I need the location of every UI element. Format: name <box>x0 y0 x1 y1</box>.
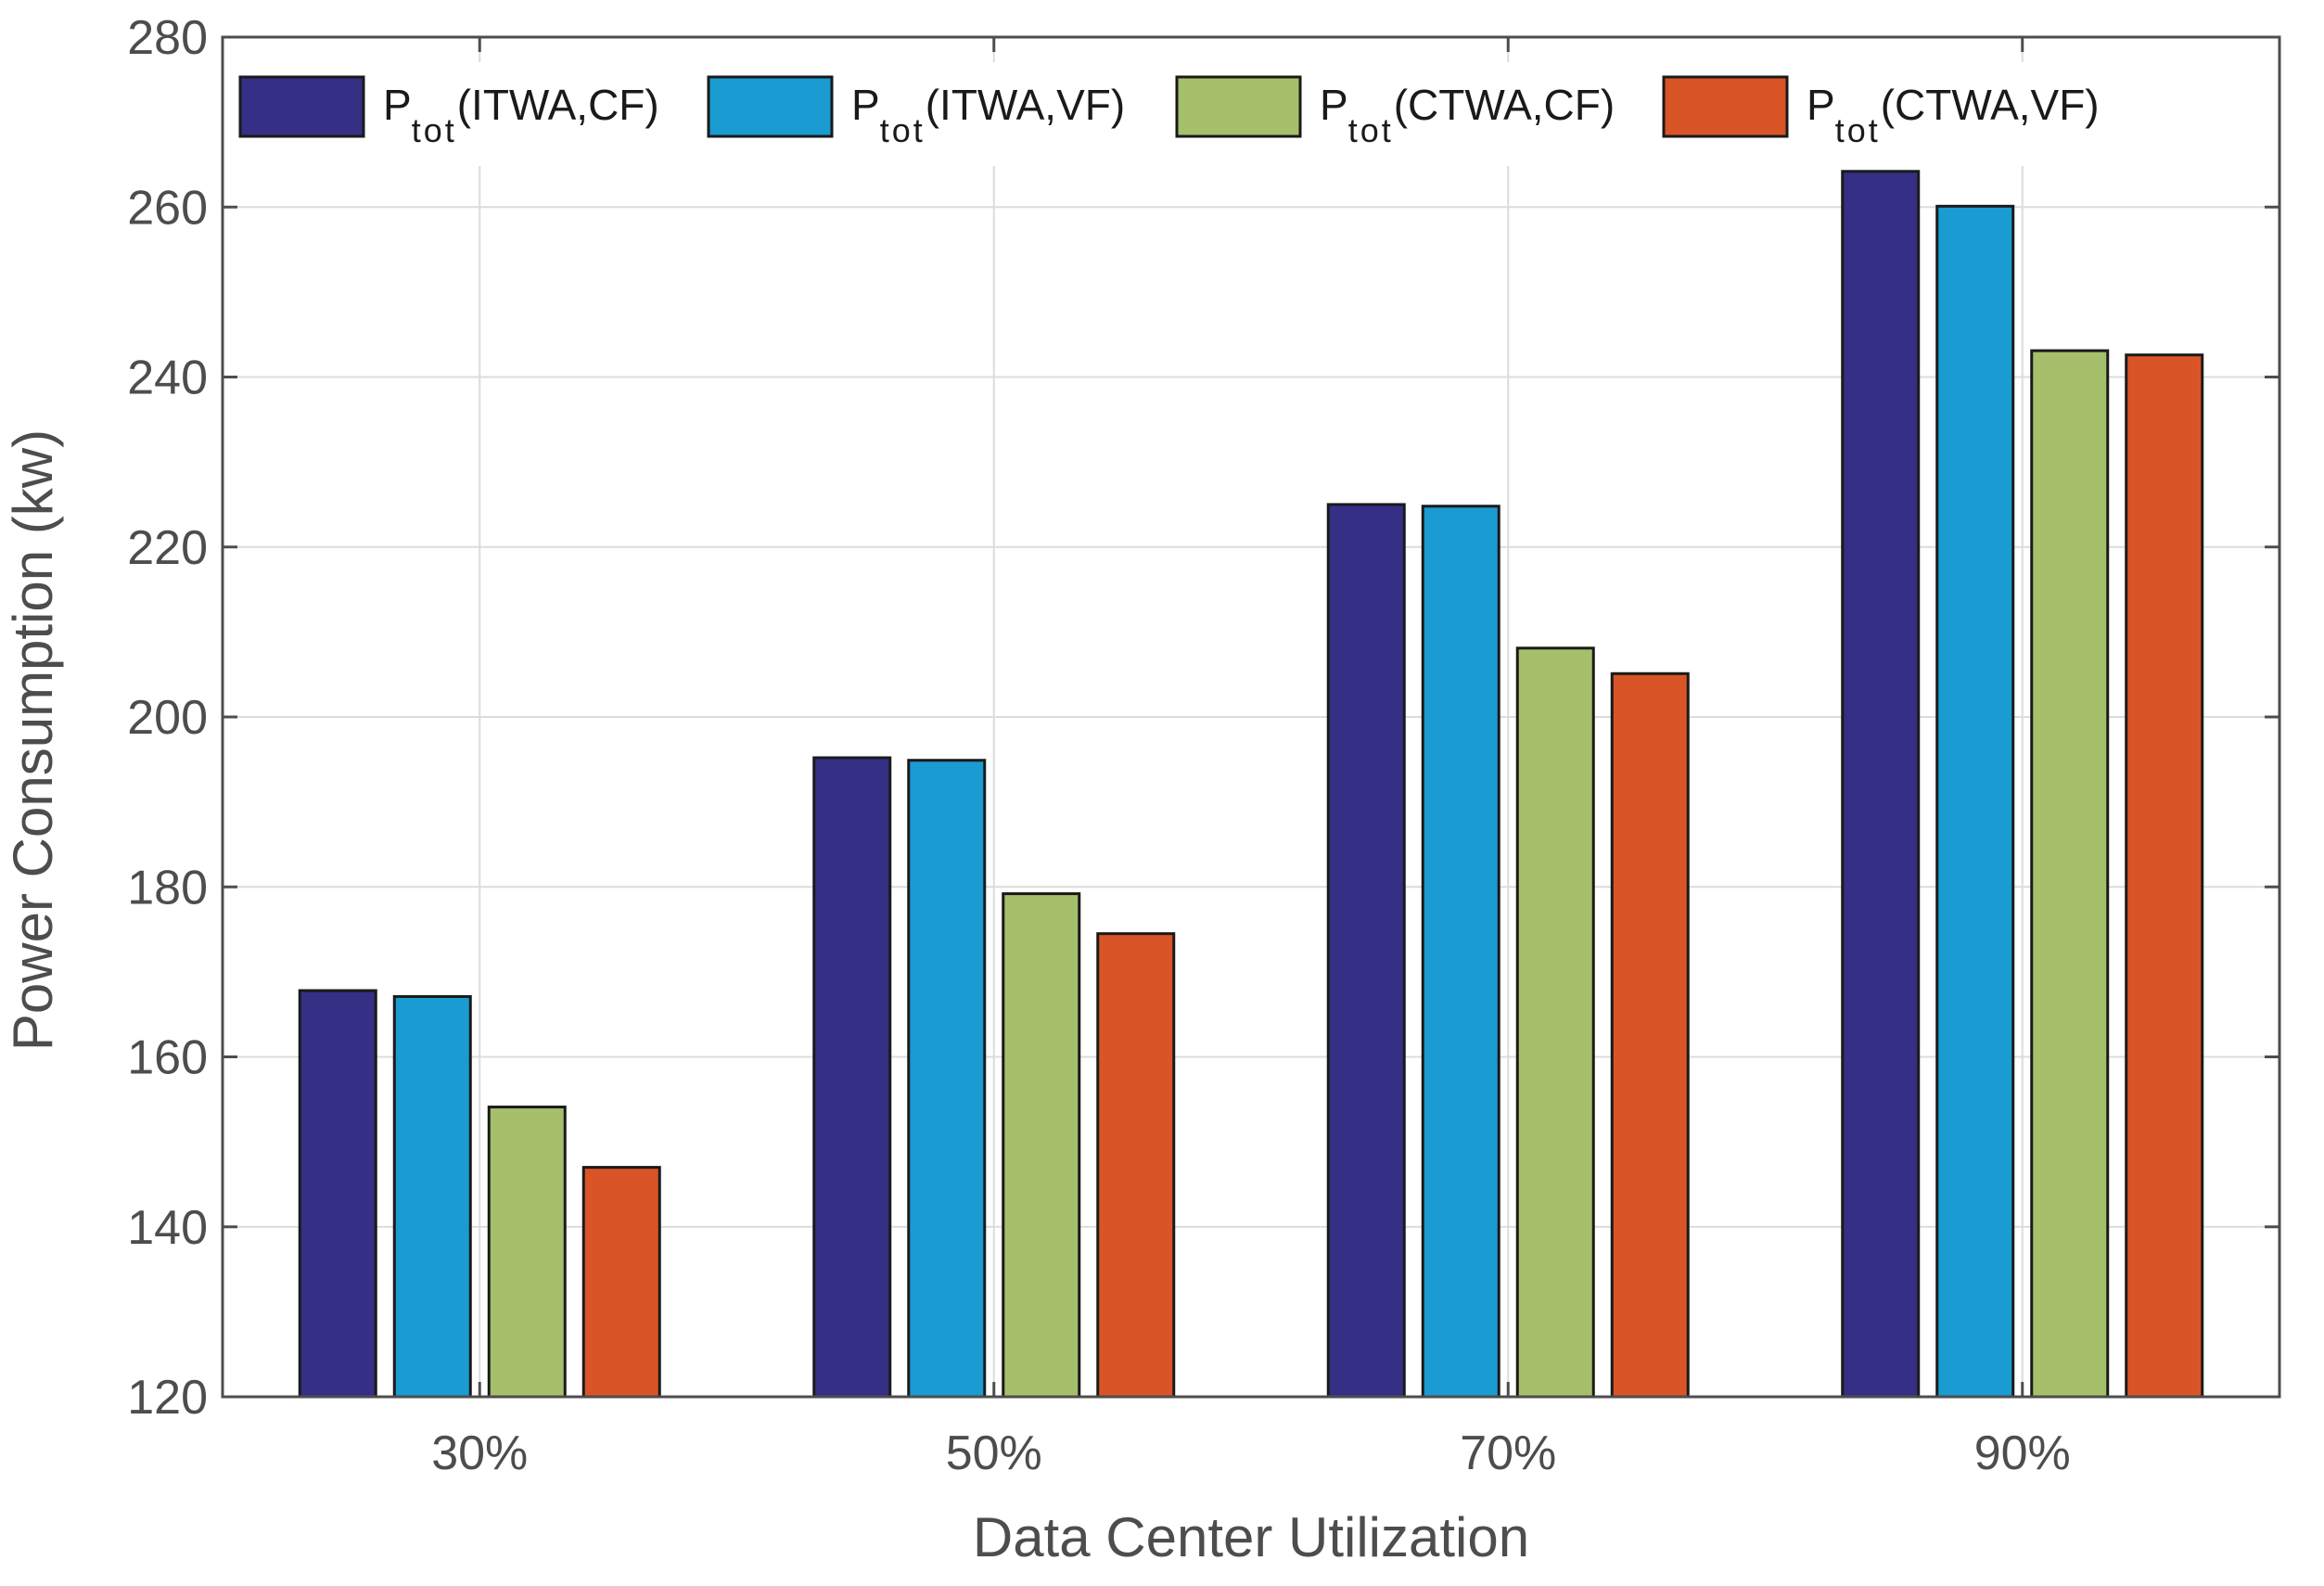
bar <box>1096 932 1176 1399</box>
bar <box>1421 505 1500 1399</box>
x-tick-label: 90% <box>1974 1426 2071 1480</box>
y-tick-label: 180 <box>127 861 208 915</box>
bar <box>1841 170 1921 1399</box>
bar <box>1002 892 1081 1399</box>
bar <box>581 1166 661 1399</box>
y-tick-label: 220 <box>127 521 208 575</box>
y-tick-label: 240 <box>127 352 208 405</box>
x-tick-label: 50% <box>946 1426 1042 1480</box>
legend-label: Ptot(CTWA,VF) <box>1807 81 2100 149</box>
y-tick-label: 200 <box>127 691 208 745</box>
bar <box>2125 353 2204 1399</box>
y-tick-label: 120 <box>127 1371 208 1425</box>
legend-swatch <box>707 75 834 138</box>
legend-swatch <box>1662 75 1789 138</box>
bar <box>298 989 377 1399</box>
y-tick-label: 280 <box>127 11 208 65</box>
x-tick-label: 70% <box>1460 1426 1556 1480</box>
y-tick-label: 140 <box>127 1201 208 1255</box>
legend-swatch <box>238 75 365 138</box>
y-axis-label: Power Consumption (kw) <box>2 429 64 1051</box>
bar <box>487 1106 567 1399</box>
legend-label: Ptot(CTWA,CF) <box>1320 81 1615 149</box>
bars <box>298 170 2204 1399</box>
bar <box>1326 503 1406 1399</box>
y-tick-label: 160 <box>127 1031 208 1085</box>
bar <box>1935 204 2015 1399</box>
bar <box>2030 349 2110 1399</box>
bar <box>1515 646 1595 1399</box>
bar <box>907 759 987 1399</box>
legend: Ptot(ITWA,CF) Ptot(ITWA,VF) Ptot(CTWA,CF) P… <box>237 62 2270 166</box>
bar <box>392 994 472 1399</box>
x-axis-label: Data Center Utilization <box>973 1506 1529 1568</box>
bar <box>1610 671 1690 1399</box>
x-tick-label: 30% <box>431 1426 528 1480</box>
axis-ticks: 120 140 160 180 200 220 240 260 280 30% 50% 70% 90% <box>127 11 2279 1480</box>
legend-swatch <box>1175 75 1302 138</box>
legend-label: Ptot(ITWA,CF) <box>383 81 659 149</box>
y-tick-label: 260 <box>127 181 208 235</box>
grid-lines <box>223 37 2279 1397</box>
legend-label: Ptot(ITWA,VF) <box>851 81 1125 149</box>
bar <box>812 756 892 1399</box>
